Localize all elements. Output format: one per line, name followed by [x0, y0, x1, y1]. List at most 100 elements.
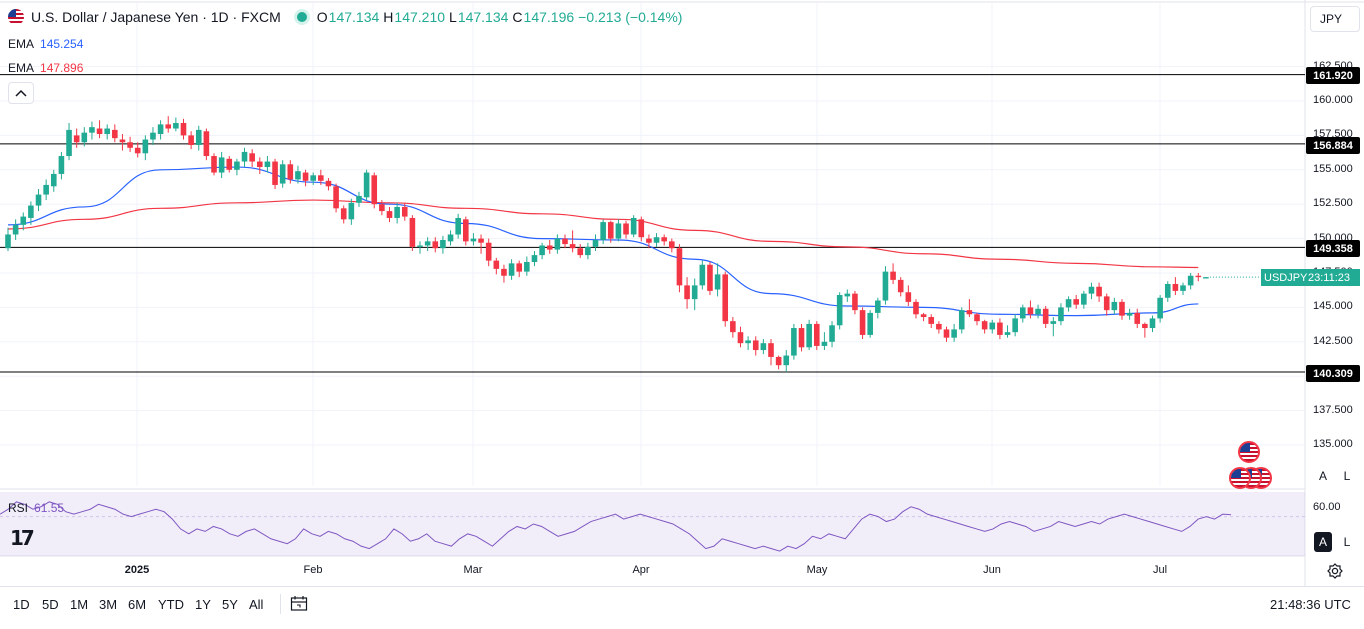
log-scale-button[interactable]: L [1343, 469, 1351, 483]
candle-down [974, 314, 980, 322]
hline-price-label[interactable]: 140.309 [1306, 365, 1360, 382]
candle-up [699, 264, 706, 286]
candle-down [203, 131, 210, 157]
candle-down [646, 238, 652, 243]
candle-up [806, 323, 812, 348]
candle-down [768, 343, 774, 357]
log-scale-button[interactable]: L [1343, 535, 1351, 549]
candle-down [180, 123, 187, 136]
ema-slow-legend[interactable]: EMA 147.896 [8, 61, 84, 75]
candle-down [211, 156, 217, 173]
range-button-1d[interactable]: 1D [13, 597, 30, 612]
bottom-toolbar [0, 586, 1364, 629]
candle-up [1180, 285, 1186, 291]
candle-down [1073, 299, 1079, 305]
hline-price-label[interactable]: 161.920 [1306, 67, 1360, 84]
candle-down [1134, 312, 1141, 324]
candle-up [1149, 318, 1156, 329]
us-event-flag-icon[interactable] [1229, 467, 1251, 489]
candle-up [66, 129, 72, 157]
time-axis-tick: Apr [632, 564, 650, 576]
candle-up [1019, 307, 1026, 319]
chart-title[interactable]: U.S. Dollar / Japanese Yen · 1D · FXCM [31, 9, 281, 25]
time-axis-tick: 2025 [124, 564, 150, 576]
market-status-dot-icon [296, 12, 307, 22]
candle-up [882, 271, 889, 301]
candle-down [516, 263, 523, 272]
candle-down [722, 274, 729, 322]
candle-down [463, 219, 469, 242]
tradingview-logo[interactable]: 17 [10, 526, 35, 550]
chevron-up-icon [15, 89, 27, 97]
candle-up [1050, 321, 1057, 324]
hline-price-label[interactable]: 156.884 [1306, 137, 1360, 154]
candle-up [554, 238, 561, 250]
gear-icon[interactable] [1327, 563, 1343, 579]
range-button-ytd[interactable]: YTD [158, 597, 184, 612]
candle-up [394, 206, 400, 218]
candle-down [401, 206, 408, 217]
candle-down [1142, 323, 1148, 329]
toolbar-divider [280, 594, 281, 614]
auto-scale-button-active[interactable]: A [1314, 532, 1332, 552]
candle-down [256, 161, 263, 168]
candle-up [760, 343, 767, 351]
candle-down [272, 161, 278, 185]
candle-up [958, 310, 965, 330]
candle-up [218, 157, 225, 173]
range-button-6m[interactable]: 6M [128, 597, 147, 612]
range-button-all[interactable]: All [249, 597, 264, 612]
candle-down [737, 332, 744, 344]
candle-down [249, 153, 255, 162]
utc-clock[interactable]: 21:48:36 UTC [1270, 597, 1351, 612]
candle-up [5, 234, 11, 249]
candle-up [234, 161, 240, 170]
candle-up [524, 261, 530, 272]
time-axis-tick: Jul [1152, 564, 1168, 576]
candle-up [295, 171, 301, 180]
candle-down [943, 329, 950, 338]
candle-down [333, 186, 339, 209]
candle-up [951, 329, 957, 338]
candle-up [508, 263, 515, 276]
range-button-1m[interactable]: 1M [70, 597, 89, 612]
price-axis-tick: 137.500 [1313, 403, 1353, 416]
candle-down [859, 310, 866, 335]
ema-fast-legend[interactable]: EMA 145.254 [8, 37, 84, 51]
calendar-range-icon[interactable] [290, 595, 308, 612]
candle-up [691, 285, 698, 300]
candle-down [1096, 286, 1102, 297]
candle-down [577, 248, 584, 256]
collapse-legend-button[interactable] [8, 82, 34, 104]
candle-up [440, 239, 446, 249]
candle-up [1065, 299, 1072, 308]
candle-down [73, 135, 80, 143]
candle-up [363, 172, 370, 198]
candle-down [478, 238, 484, 243]
auto-scale-button[interactable]: A [1318, 469, 1327, 483]
hline-price-label[interactable]: 149.358 [1306, 240, 1360, 257]
candle-down [127, 142, 133, 148]
time-axis-tick: Jun [983, 564, 1001, 576]
candle-up [241, 151, 248, 162]
candle-up [12, 224, 19, 235]
candle-down [379, 204, 385, 212]
range-button-5y[interactable]: 5Y [222, 597, 238, 612]
currency-selector[interactable]: JPY [1310, 6, 1360, 32]
candle-up [142, 139, 149, 154]
candle-up [1012, 318, 1018, 333]
range-button-5d[interactable]: 5D [42, 597, 59, 612]
rsi-legend[interactable]: RSI 61.55 [8, 501, 65, 515]
candle-up [310, 175, 316, 181]
ema-slow-line [7, 199, 1199, 269]
candle-up [50, 173, 57, 187]
us-event-flag-icon[interactable] [1238, 441, 1260, 463]
range-button-1y[interactable]: 1Y [195, 597, 211, 612]
candle-down [1042, 308, 1049, 324]
candle-up [1004, 332, 1011, 335]
candle-down [936, 323, 942, 330]
candle-down [676, 248, 683, 286]
range-button-3m[interactable]: 3M [99, 597, 118, 612]
candle-down [318, 175, 324, 181]
